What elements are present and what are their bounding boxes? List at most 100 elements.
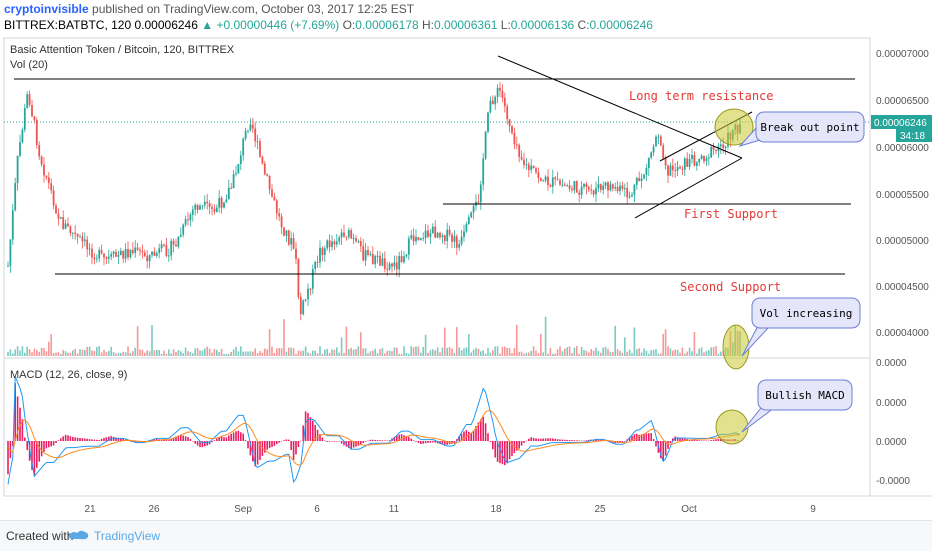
candle-body	[333, 241, 336, 245]
candle-body	[580, 186, 583, 195]
candle-body	[703, 155, 705, 162]
candle-body	[379, 255, 381, 266]
open-label: O:	[342, 18, 356, 32]
vol-increasing-label: Vol increasing	[760, 307, 853, 320]
candle-body	[112, 251, 115, 255]
symbol-bar: BITTREX:BATBTC, 120 0.00006246 ▲ +0.0000…	[4, 18, 653, 32]
volume-bar	[576, 346, 578, 356]
author-link[interactable]: cryptoinvisible	[4, 2, 89, 16]
candle-body	[218, 197, 221, 208]
candle-body	[136, 247, 139, 250]
candle-body	[259, 141, 261, 157]
price-axis[interactable]: 0.00007000 0.00006500 0.00006000 0.00005…	[876, 49, 929, 339]
macd-histogram-bar	[343, 441, 345, 446]
volume-bar	[676, 349, 679, 356]
macd-histogram-bar	[206, 441, 208, 446]
macd-histogram-bar	[314, 425, 316, 441]
macd-histogram-bar	[578, 440, 580, 441]
volume-bar	[444, 327, 446, 356]
volume-bar	[609, 351, 612, 356]
candle-body	[707, 157, 710, 159]
chart-area[interactable]: Break out point Vol increasing Bullish M…	[0, 36, 932, 520]
macd-histogram-bar	[672, 438, 674, 441]
candle-body	[417, 237, 420, 241]
candle-body	[98, 250, 101, 259]
macd-axis[interactable]: 0.0000 0.0000 0.0000 -0.0000	[876, 358, 910, 487]
volume-bar	[278, 347, 280, 356]
macd-histogram-bar	[79, 438, 81, 441]
macd-histogram-bar	[240, 432, 242, 441]
volume-bar	[139, 349, 141, 356]
volume-bar	[331, 349, 333, 356]
volume-bar	[321, 353, 324, 356]
macd-histogram-bar	[405, 436, 408, 441]
macd-histogram-bar	[468, 431, 470, 441]
macd-histogram-bar	[715, 439, 717, 441]
candle-body	[115, 251, 117, 257]
volume-bar	[643, 348, 645, 356]
macd-histogram-bar	[660, 441, 662, 459]
candle-body	[47, 177, 50, 184]
volume-bar	[211, 352, 213, 356]
price-pane[interactable]	[3, 37, 871, 359]
price-tag-value: 0.00006246	[874, 118, 927, 129]
up-arrow-icon: ▲	[201, 18, 214, 32]
macd-histogram-bar	[655, 441, 657, 447]
macd-histogram-bar	[64, 434, 67, 441]
volume-bar	[412, 347, 415, 356]
volume-bar	[369, 351, 372, 356]
macd-histogram-bar	[648, 433, 650, 441]
candle-body	[530, 165, 533, 170]
candle-body	[410, 235, 413, 239]
macd-histogram-bar	[136, 441, 139, 443]
volume-bar	[487, 347, 489, 356]
volume-bar	[153, 350, 156, 356]
volume-bar	[276, 348, 278, 356]
macd-histogram-bar	[532, 437, 535, 441]
candle-body	[664, 158, 667, 166]
volume-bar	[640, 352, 643, 356]
volume-bar	[612, 351, 614, 356]
volume-bar	[148, 351, 151, 356]
volume-bar	[252, 351, 254, 356]
tradingview-link[interactable]: TradingView	[94, 529, 161, 543]
volume-bar	[237, 351, 240, 356]
macd-histogram-bar	[393, 436, 396, 441]
candle-body	[263, 163, 266, 175]
price-tag: 0.00006246 34:18	[871, 115, 932, 142]
macd-histogram-bar	[194, 441, 196, 444]
candle-body	[719, 144, 722, 147]
candle-body	[393, 262, 396, 267]
volume-bar	[645, 350, 648, 356]
candle-body	[436, 232, 439, 238]
price-tick: 0.00005000	[876, 236, 929, 247]
candle-body	[323, 248, 326, 256]
macd-histogram-bar	[290, 441, 292, 451]
candle-body	[143, 252, 146, 257]
candle-body	[674, 170, 677, 172]
volume-bar	[372, 350, 374, 356]
volume-bar	[367, 353, 369, 356]
high-label: H:	[422, 18, 435, 32]
volume-bar	[100, 352, 103, 356]
candle-body	[631, 194, 633, 197]
candle-body	[347, 230, 350, 237]
macd-histogram-bar	[379, 440, 381, 441]
time-axis[interactable]: 21 26 Sep 6 11 18 25 Oct 9	[84, 504, 816, 515]
candle-body	[477, 201, 480, 203]
candle-body	[506, 106, 509, 120]
candle-body	[146, 256, 149, 262]
volume-bar	[232, 349, 235, 356]
macd-histogram-bar	[530, 437, 532, 441]
candle-body	[45, 175, 48, 178]
candle-body	[297, 258, 300, 297]
volume-bar	[36, 350, 38, 356]
macd-histogram-bar	[36, 441, 38, 468]
macd-histogram-bar	[21, 419, 24, 441]
macd-histogram-bar	[84, 438, 86, 441]
candle-body	[172, 240, 175, 245]
macd-histogram-bar	[652, 439, 655, 441]
time-tick: 26	[148, 504, 160, 515]
volume-bar	[703, 352, 705, 356]
macd-histogram-bar	[412, 440, 415, 441]
